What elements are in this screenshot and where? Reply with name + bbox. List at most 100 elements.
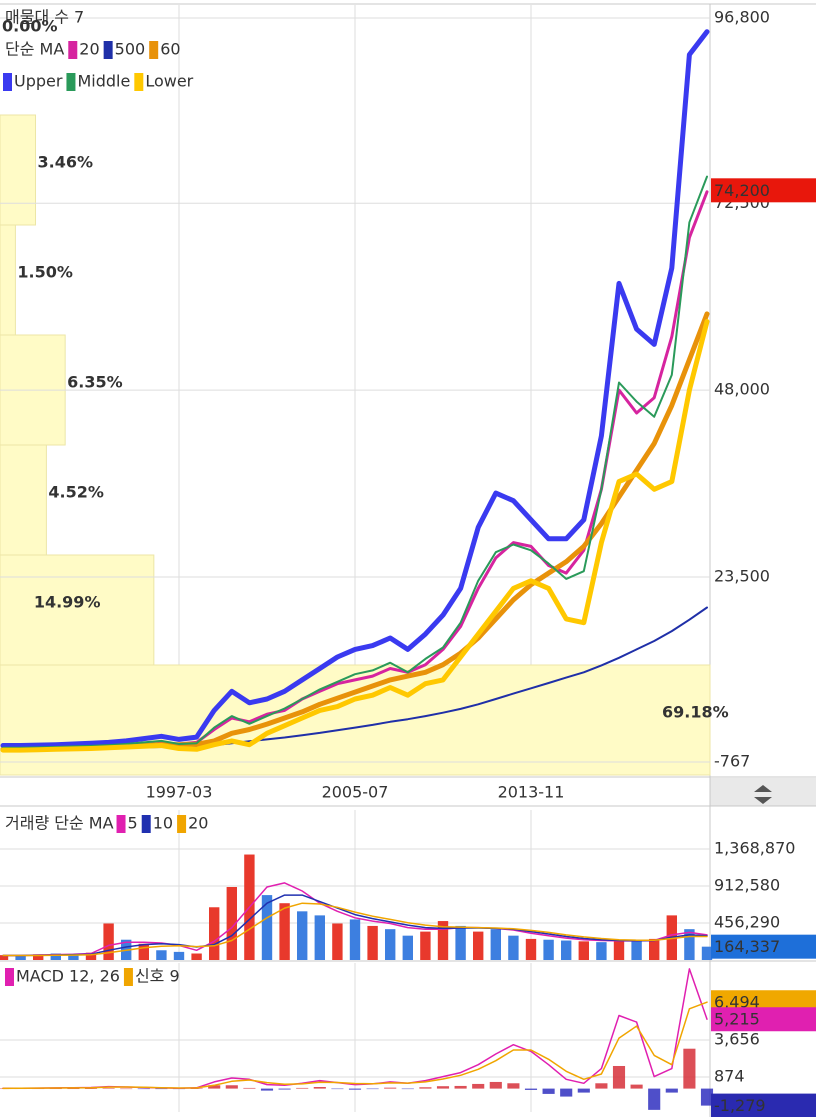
macd-histogram-bar <box>313 1087 326 1089</box>
last-value-box <box>711 1007 816 1032</box>
macd-histogram-bar <box>278 1088 291 1090</box>
volume-bar <box>173 951 185 960</box>
legend-entry: 500 <box>115 40 146 59</box>
volume-bar <box>596 942 607 960</box>
volume-profile-label: 6.35% <box>67 373 123 392</box>
volume-bar <box>279 903 290 960</box>
macd-histogram-bar <box>612 1065 626 1089</box>
last-value-label: 6,494 <box>714 993 760 1012</box>
last-value-box <box>711 1093 816 1117</box>
volume-bar <box>103 923 114 960</box>
volume-bar <box>437 921 449 960</box>
scroll-arrows[interactable] <box>754 785 772 804</box>
macd-histogram-bar <box>683 1048 696 1089</box>
volume-bar <box>261 895 273 960</box>
legend-swatch <box>3 73 12 91</box>
macd-histogram-bar <box>454 1085 467 1089</box>
volume-bar <box>420 931 431 960</box>
volume-bar <box>85 952 97 960</box>
volume-profile-bar <box>0 114 37 226</box>
volume-profile-bar <box>0 444 47 556</box>
x-tick-label: 2005-07 <box>322 783 389 802</box>
legend-entry: Upper <box>14 72 63 91</box>
series-line <box>2 175 708 749</box>
macd-histogram-bar <box>507 1083 520 1089</box>
macd-histogram-bar <box>243 1087 256 1089</box>
macd-histogram-bar <box>208 1085 221 1089</box>
legend-swatch <box>134 73 144 91</box>
macd-histogram-bar <box>348 1088 362 1090</box>
legend-entry: 20 <box>79 40 99 59</box>
volume-profile-bar <box>0 664 711 776</box>
legend-swatch <box>123 968 133 986</box>
volume-bar <box>631 941 642 960</box>
macd-histogram-bar <box>49 1088 62 1090</box>
macd-histogram-bar <box>577 1088 590 1093</box>
volume-profile-label: 3.46% <box>38 153 94 172</box>
macd-histogram-bar <box>296 1087 309 1089</box>
legend-swatch <box>68 41 78 59</box>
macd-histogram-bar <box>120 1088 133 1090</box>
macd-histogram-bar <box>472 1083 485 1089</box>
volume-bar <box>402 935 413 960</box>
series-line <box>2 882 708 957</box>
volume-bar <box>455 925 466 960</box>
volume-profile-bar <box>0 554 155 666</box>
last-value-box <box>711 934 816 959</box>
volume-bar <box>33 954 44 960</box>
x-tick-label: 1997-03 <box>146 783 213 802</box>
chart-title: 거래량 단순 MA <box>5 814 114 833</box>
volume-bar <box>314 915 325 960</box>
legend-swatch <box>116 815 126 833</box>
y-tick-label: 96,800 <box>714 7 770 26</box>
macd-histogram-bar <box>137 1088 150 1090</box>
macd-histogram-bar <box>630 1084 643 1089</box>
volume-bar <box>0 955 9 960</box>
legend-swatch <box>5 968 14 986</box>
macd-histogram-bar <box>260 1088 274 1091</box>
legend-swatch <box>103 41 113 59</box>
last-value-label: 74,200 <box>714 181 770 200</box>
volume-bar <box>543 939 554 960</box>
volume-profile-label: 0.00% <box>2 17 58 36</box>
volume-bar <box>297 911 308 960</box>
y-tick-label: -767 <box>714 752 750 771</box>
volume-profile-label: 4.52% <box>48 483 104 502</box>
legend-swatch <box>177 815 187 833</box>
volume-bar <box>613 940 625 960</box>
last-value-box <box>711 178 816 203</box>
volume-bar <box>15 955 26 960</box>
macd-histogram-bar <box>489 1081 502 1089</box>
x-tick-label: 2013-11 <box>498 783 565 802</box>
macd-histogram-bar <box>225 1085 238 1089</box>
legend-entry: Middle <box>77 72 130 91</box>
macd-histogram-bar <box>366 1088 379 1090</box>
volume-profile-bar <box>0 224 16 336</box>
macd-histogram-bar <box>542 1088 555 1094</box>
legend-swatch <box>66 73 76 91</box>
volume-bar <box>68 955 79 960</box>
macd-histogram-bar <box>648 1088 661 1110</box>
volume-bar <box>525 938 537 960</box>
volume-bar <box>349 919 361 960</box>
legend-swatch <box>141 815 151 833</box>
volume-bar <box>385 929 396 960</box>
macd-histogram-bar <box>595 1083 608 1089</box>
macd-histogram-bar <box>401 1088 414 1090</box>
macd-histogram-bar <box>384 1087 397 1089</box>
volume-bar <box>490 929 501 960</box>
series-line <box>2 894 708 957</box>
macd-histogram-bar <box>331 1088 344 1090</box>
macd-histogram-bar <box>524 1088 538 1090</box>
series-line <box>0 319 710 753</box>
macd-histogram-bar <box>560 1088 573 1097</box>
series-line <box>2 1001 708 1090</box>
legend-entry: MACD 12, 26 <box>16 967 120 986</box>
ma-label: 단순 MA <box>5 40 64 59</box>
y-tick-label: 23,500 <box>714 566 770 585</box>
macd-histogram-bar <box>102 1088 115 1089</box>
last-value-label: -1,279 <box>714 1096 766 1115</box>
y-tick-label: 456,290 <box>714 912 780 931</box>
macd-histogram-bar <box>436 1086 450 1089</box>
